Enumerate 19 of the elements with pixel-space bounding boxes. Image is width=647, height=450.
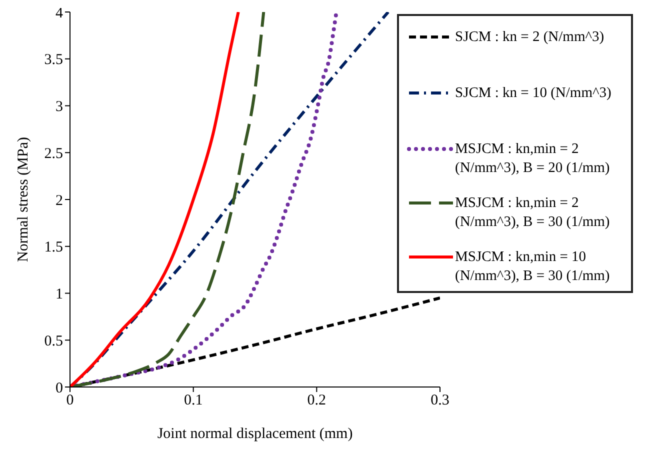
y-tick-label: 1.5 [44, 240, 63, 256]
y-axis-title: Normal stress (MPa) [15, 137, 32, 262]
legend-label: MSJCM : kn,min = 2 (N/mm^3), B = 20 (1/mm) [455, 140, 611, 178]
x-tick-label: 0.2 [307, 392, 326, 409]
x-tick-label: 0 [66, 392, 74, 409]
legend-label: MSJCM : kn,min = 2 (N/mm^3), B = 30 (1/mm) [455, 194, 611, 232]
legend-label: SJCM : kn = 2 (N/mm^3) [455, 28, 604, 47]
x-axis-title: Joint normal displacement (mm) [157, 426, 353, 442]
y-tick-label: 0 [56, 380, 63, 396]
y-tick-label: 2.5 [44, 146, 63, 162]
x-tick-label: 0.1 [184, 392, 203, 409]
y-tick-label: 3 [56, 99, 63, 116]
y-tick-label: 1 [56, 286, 63, 303]
legend-label: MSJCM : kn,min = 10 (N/mm^3), B = 30 (1/mm) [455, 248, 611, 286]
y-tick-label: 2 [56, 192, 63, 209]
y-tick-label: 0.5 [44, 333, 63, 350]
y-tick-label: 3.5 [44, 52, 63, 68]
x-tick-label: 0.3 [430, 392, 450, 409]
legend-label: SJCM : kn = 10 (N/mm^3) [455, 84, 612, 103]
